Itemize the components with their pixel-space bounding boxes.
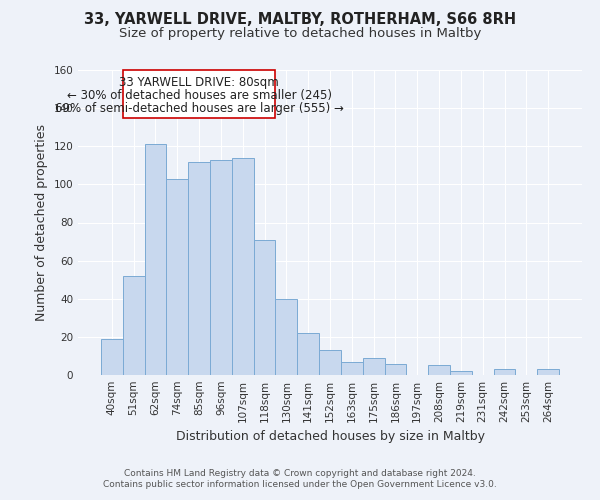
- Text: 33 YARWELL DRIVE: 80sqm: 33 YARWELL DRIVE: 80sqm: [119, 76, 279, 88]
- Bar: [319, 350, 341, 375]
- Text: Contains public sector information licensed under the Open Government Licence v3: Contains public sector information licen…: [103, 480, 497, 489]
- Bar: [494, 370, 515, 375]
- Bar: [188, 162, 210, 375]
- Bar: [123, 276, 145, 375]
- Text: Contains HM Land Registry data © Crown copyright and database right 2024.: Contains HM Land Registry data © Crown c…: [124, 468, 476, 477]
- Text: 69% of semi-detached houses are larger (555) →: 69% of semi-detached houses are larger (…: [55, 102, 344, 116]
- Bar: [275, 298, 297, 375]
- Bar: [254, 240, 275, 375]
- FancyBboxPatch shape: [123, 70, 275, 117]
- Bar: [385, 364, 406, 375]
- Text: Size of property relative to detached houses in Maltby: Size of property relative to detached ho…: [119, 28, 481, 40]
- Bar: [145, 144, 166, 375]
- Text: 33, YARWELL DRIVE, MALTBY, ROTHERHAM, S66 8RH: 33, YARWELL DRIVE, MALTBY, ROTHERHAM, S6…: [84, 12, 516, 28]
- Bar: [297, 333, 319, 375]
- Bar: [232, 158, 254, 375]
- Bar: [101, 339, 123, 375]
- Bar: [166, 178, 188, 375]
- Bar: [428, 366, 450, 375]
- Bar: [341, 362, 363, 375]
- Y-axis label: Number of detached properties: Number of detached properties: [35, 124, 48, 321]
- Bar: [537, 370, 559, 375]
- Bar: [363, 358, 385, 375]
- Bar: [450, 371, 472, 375]
- X-axis label: Distribution of detached houses by size in Maltby: Distribution of detached houses by size …: [176, 430, 485, 444]
- Bar: [210, 160, 232, 375]
- Text: ← 30% of detached houses are smaller (245): ← 30% of detached houses are smaller (24…: [67, 89, 332, 102]
